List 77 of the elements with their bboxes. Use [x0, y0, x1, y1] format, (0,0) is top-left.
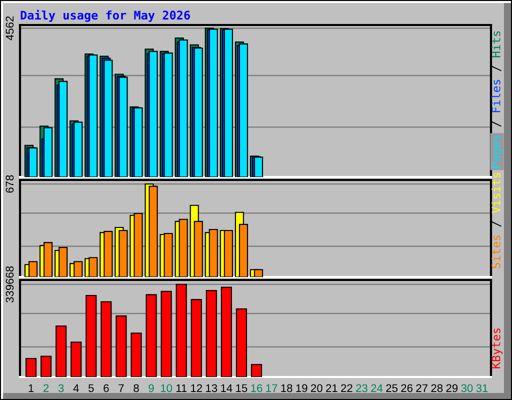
x-tick-label: 25 — [386, 384, 398, 392]
bar — [250, 364, 262, 377]
x-tick-label: 15 — [236, 384, 248, 392]
x-tick-label: 2 — [44, 384, 49, 392]
bar — [88, 257, 98, 277]
bar — [224, 230, 233, 277]
x-tick-label: 10 — [160, 384, 172, 392]
x-tick-label: 19 — [296, 384, 308, 392]
bar — [148, 50, 158, 177]
x-tick-label: 28 — [431, 384, 443, 392]
bar — [130, 332, 142, 377]
bar — [58, 246, 68, 277]
bar — [28, 261, 38, 277]
y-tick-label: 678 — [6, 175, 14, 193]
bar — [236, 308, 247, 377]
chart-title: Daily usage for May 2026 — [20, 10, 190, 22]
bar — [118, 230, 128, 277]
text: Files — [491, 80, 500, 112]
x-tick-label: 21 — [326, 384, 338, 392]
bar — [206, 290, 217, 377]
text: KBytes — [492, 328, 503, 368]
bar — [40, 356, 52, 377]
x-tick-label: 5 — [88, 384, 94, 392]
bar — [176, 284, 187, 377]
x-tick-label: 17 — [266, 384, 278, 392]
x-tick-label: 29 — [446, 384, 458, 392]
text: / — [492, 121, 502, 127]
x-tick-label: 7 — [118, 384, 124, 392]
bar — [74, 261, 83, 277]
bar — [116, 315, 127, 377]
bar — [148, 186, 158, 277]
bar — [146, 294, 157, 377]
bar — [238, 43, 248, 177]
bar — [178, 218, 188, 277]
bar — [44, 242, 53, 277]
bar — [208, 229, 218, 277]
x-tick-label: 31 — [476, 384, 488, 392]
x-tick-label: 12 — [191, 384, 202, 392]
bar — [58, 80, 68, 177]
bar — [160, 290, 172, 377]
x-tick-label: 20 — [311, 384, 322, 392]
x-tick-label: 8 — [134, 384, 139, 392]
x-tick-label: 22 — [341, 384, 352, 392]
bar — [56, 326, 67, 377]
bar — [164, 232, 173, 277]
x-tick-label: 11 — [176, 384, 187, 392]
bar — [104, 230, 113, 277]
text: / — [492, 221, 502, 227]
bar — [220, 286, 232, 377]
text: Sites — [491, 235, 500, 268]
x-tick-label: 16 — [251, 384, 262, 392]
x-tick-label: 9 — [148, 384, 154, 392]
bar — [25, 358, 37, 377]
text: Hits — [491, 31, 500, 58]
y-tick-label: 339668 — [6, 266, 14, 303]
bar — [44, 127, 53, 177]
x-tick-label: 24 — [371, 384, 383, 392]
x-tick-label: 23 — [356, 384, 368, 392]
x-tick-label: 27 — [416, 384, 428, 392]
x-tick-label: 14 — [221, 384, 232, 392]
text: Pages — [492, 135, 503, 168]
bar — [86, 294, 97, 377]
bar — [70, 342, 82, 377]
text: Visits — [491, 172, 500, 214]
bar — [254, 269, 264, 277]
bar — [190, 299, 202, 377]
x-tick-label: 1 — [28, 384, 34, 392]
x-tick-label: 4 — [73, 384, 79, 392]
x-tick-label: 26 — [401, 384, 413, 392]
x-tick-label: 3 — [58, 384, 64, 392]
text: / — [492, 66, 502, 72]
x-tick-label: 13 — [206, 384, 218, 392]
x-tick-label: 6 — [104, 384, 109, 392]
x-tick-label: 18 — [281, 384, 292, 392]
bar — [100, 301, 112, 377]
y-tick-label: 4562 — [6, 16, 14, 40]
x-tick-label: 30 — [461, 384, 473, 392]
